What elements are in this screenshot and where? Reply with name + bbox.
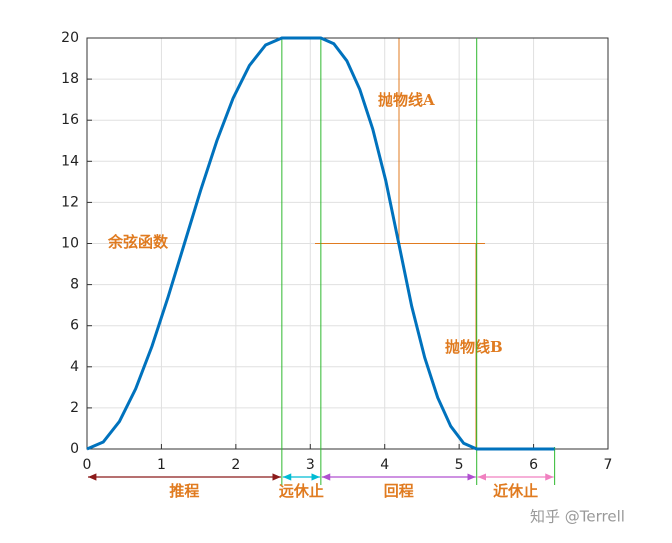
annotation: 抛物线B <box>445 338 503 356</box>
y-tick-label: 16 <box>61 112 79 128</box>
data-line <box>86 36 555 451</box>
y-tick-label: 8 <box>70 277 79 293</box>
y-tick-label: 12 <box>61 194 79 210</box>
y-tick-label: 18 <box>61 71 79 87</box>
x-tick-label: 6 <box>529 457 538 473</box>
x-tick-label: 1 <box>157 457 166 473</box>
x-tick-label: 7 <box>604 457 613 473</box>
segment-label: 远休止 <box>279 482 324 500</box>
y-tick-label: 14 <box>61 153 79 169</box>
annotation: 抛物线A <box>378 91 435 109</box>
watermark: 知乎 @Terrell <box>530 508 625 526</box>
x-tick-label: 4 <box>380 457 389 473</box>
segment-label: 推程 <box>169 482 199 500</box>
annotation: 余弦函数 <box>107 233 169 251</box>
y-tick-label: 4 <box>70 359 79 375</box>
x-tick-label: 3 <box>306 457 315 473</box>
y-tick-label: 6 <box>70 318 79 334</box>
segment-label: 回程 <box>384 482 414 500</box>
segment-label: 近休止 <box>493 482 538 500</box>
x-tick-label: 0 <box>83 457 92 473</box>
x-tick-label: 2 <box>231 457 240 473</box>
y-tick-label: 2 <box>70 400 79 416</box>
axes-box <box>86 37 609 450</box>
y-tick-label: 0 <box>70 441 79 457</box>
y-tick-label: 20 <box>61 30 79 46</box>
y-tick-label: 10 <box>61 236 79 252</box>
x-tick-label: 5 <box>455 457 464 473</box>
